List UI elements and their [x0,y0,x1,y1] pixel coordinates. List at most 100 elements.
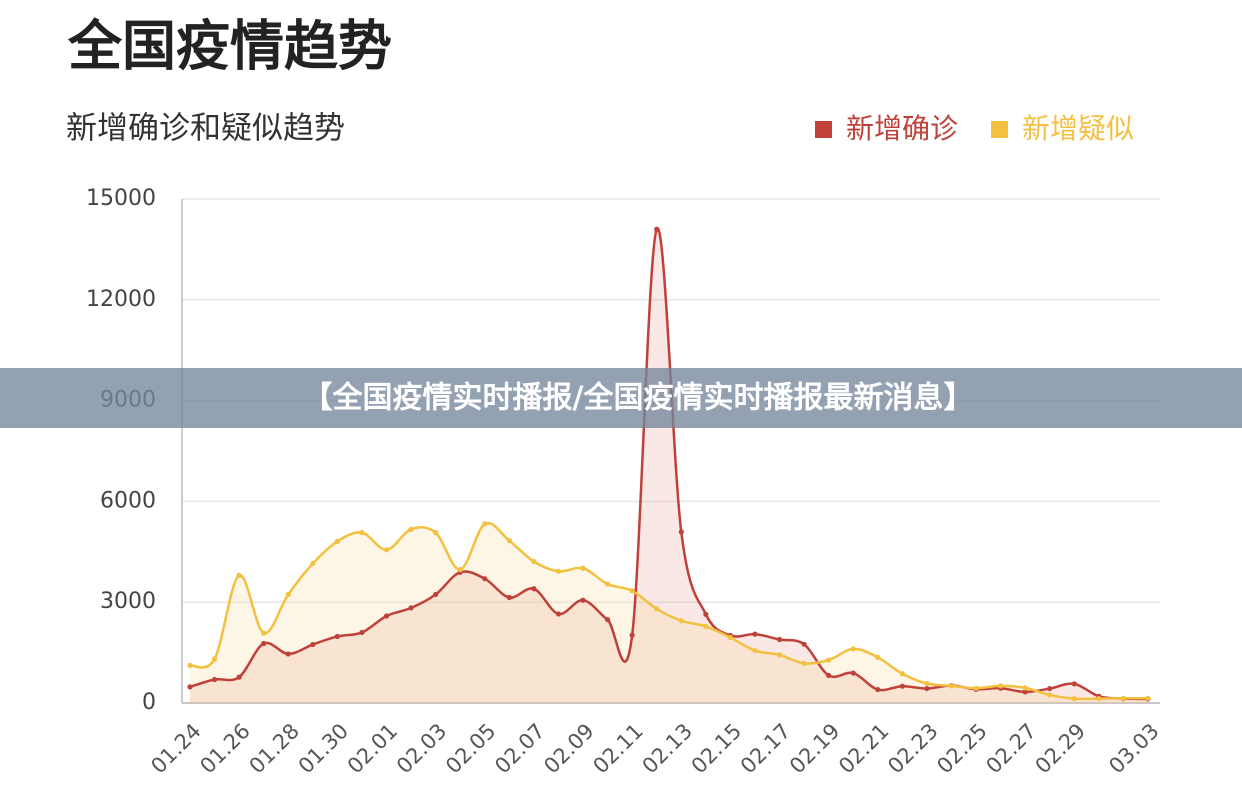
chart-subtitle: 新增确诊和疑似趋势 [66,111,345,147]
x-tick-label: 02.19 [785,719,844,778]
point [776,652,783,658]
point [752,631,758,637]
area [190,228,1148,703]
point [580,565,586,571]
banner: 【全国疫情实时播报/全国疫情实时播报最新消息】 [303,381,974,416]
y-tick-label: 15000 [86,186,156,211]
point [261,630,267,636]
point [1096,696,1102,702]
x-tick-label: 02.09 [539,719,598,778]
x-tick-label: 02.21 [834,719,893,778]
point [1047,692,1053,698]
point [899,671,905,677]
point [285,651,291,657]
point [875,686,881,693]
point [211,676,218,683]
point [359,629,365,636]
x-tick-label: 03.03 [1104,719,1163,778]
point [924,680,930,687]
x-tick-label: 02.03 [392,719,451,778]
x-tick-label: 02.23 [883,719,942,778]
point [261,640,267,647]
point [236,572,242,578]
point [826,657,832,663]
point [924,685,930,692]
x-tick-label: 02.13 [638,719,697,778]
point [703,623,709,629]
legend-swatch [991,121,1009,138]
point [408,605,414,611]
point [359,530,365,536]
line [189,521,1149,701]
x-tick-label: 01.26 [195,719,254,778]
point [604,581,611,587]
point [531,586,537,592]
point [531,558,537,565]
point [482,521,488,527]
point [187,684,193,690]
point [457,567,463,573]
point [654,606,660,612]
area [190,522,1148,703]
legend-swatch [815,121,832,138]
point [383,547,390,553]
x-tick-label: 02.07 [490,719,549,778]
point [555,568,562,574]
point [482,576,488,582]
point [1071,681,1077,687]
point [850,670,856,676]
y-tick-label: 12000 [86,287,156,312]
point [383,613,390,619]
plot: 0300060009000120001500001.2401.2601.2801… [86,186,1164,778]
point [703,611,709,617]
point [826,672,832,679]
x-tick-label: 01.24 [146,719,205,778]
x-tick-label: 02.11 [588,719,647,778]
point [801,641,807,647]
point [1071,696,1077,702]
point [334,538,340,544]
point [580,597,586,603]
point [678,529,684,535]
point [973,685,979,691]
point [1047,685,1053,692]
chart-title: 全国疫情趋势 [67,15,392,78]
point [211,656,218,662]
y-tick-label: 6000 [100,488,156,513]
point [801,660,807,666]
point [506,594,512,601]
banner-bg [0,368,1242,428]
x-tick-label: 01.30 [294,719,353,778]
x-tick-label: 02.27 [981,719,1040,778]
point [629,588,635,594]
x-tick-label: 02.15 [687,719,746,778]
point [899,683,905,689]
legend-label: 新增疑似 [1022,112,1134,145]
point [727,634,734,641]
point [433,591,439,598]
point [948,683,955,689]
point [752,647,758,654]
point [310,641,316,648]
x-tick-label: 02.05 [441,719,500,778]
x-tick-label: 02.01 [343,719,402,778]
point [408,526,414,532]
point [334,633,340,640]
point [776,636,783,643]
point [285,591,291,598]
x-tick-label: 02.25 [932,719,991,778]
point [555,611,562,617]
y-tick-label: 3000 [100,589,156,614]
point [629,632,635,638]
point [998,683,1004,689]
point [604,617,611,623]
x-tick-label: 01.28 [245,719,304,778]
point [187,662,193,668]
point [1145,695,1151,701]
point [875,654,881,660]
point [433,530,439,536]
x-tick-label: 02.17 [736,719,795,778]
point [310,560,316,567]
legend-label: 新增确诊 [846,112,958,145]
